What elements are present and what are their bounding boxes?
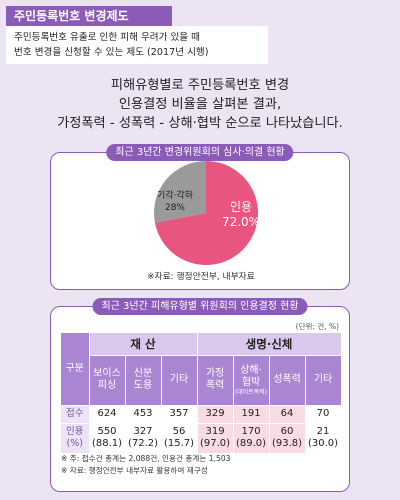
table-column-header: 가정 폭력 <box>197 355 234 406</box>
table-panel: 최근 3년간 피해유형별 위원회의 인용결정 현황 (단위: 건, %) 구분 재… <box>50 298 350 492</box>
pie-value-approved: 72.0% <box>222 215 260 229</box>
table-cell: 64 <box>269 405 306 424</box>
table-column-header: 신분 도용 <box>125 355 162 406</box>
pie-source: ※자료: 행정안전부, 내부자료 <box>147 272 255 282</box>
table-cell: 624 <box>89 405 126 424</box>
table-row: 접수 624 453 357 329 191 64 70 <box>61 405 342 424</box>
table-cell: 357 <box>161 405 198 424</box>
table-column-header: 성폭력 <box>269 355 306 406</box>
pie-slice-rejected <box>154 161 206 223</box>
table-row-label: 접수 <box>61 405 90 424</box>
table-cell: 56 (15.7) <box>161 423 198 454</box>
table-column-header: 기타 <box>305 355 342 406</box>
headline: 피해유형별로 주민등록번호 변경 인용결정 비율을 살펴본 결과, 가정폭력 -… <box>0 76 400 133</box>
table-note-2: ※ 자료: 행정안전부 내부자료 활용하여 재구성 <box>61 466 208 475</box>
table-cell: 550 (88.1) <box>89 423 126 454</box>
table-column-subheader: (데이트폭력) <box>234 388 268 396</box>
pie-slice-approved <box>154 161 258 265</box>
table-cell: 191 <box>233 405 270 424</box>
table-column-header: 상해· 협박 (데이트폭력) <box>233 355 270 406</box>
table-column-header: 보이스 피싱 <box>89 355 126 406</box>
headline-line1: 피해유형별로 주민등록번호 변경 <box>110 78 290 93</box>
pie-panel: 최근 3년간 변경위원회의 심사·의결 현황 인용 72.0% 기각·각하 28% ※… <box>50 144 350 290</box>
table-panel-title: 최근 3년간 피해유형별 위원회의 인용결정 현황 <box>92 298 308 315</box>
pie-value-rejected: 28% <box>165 203 185 213</box>
pie-panel-title: 최근 3년간 변경위원회의 심사·의결 현황 <box>106 144 294 161</box>
table-cell: 453 <box>125 405 162 424</box>
table-cell: 329 <box>197 405 234 424</box>
headline-line3: 가정폭력 - 성폭력 - 상해·협박 순으로 나타났습니다. <box>57 116 343 131</box>
table-notes: ※ 주: 접수건 총계는 2,088건, 인용건 총계는 1,503 ※ 자료:… <box>61 453 231 477</box>
header-tag: 주민등록번호 변경제도 <box>6 6 172 26</box>
table-group-header: 재 산 <box>89 333 198 356</box>
table-note-1: ※ 주: 접수건 총계는 2,088건, 인용건 총계는 1,503 <box>61 454 231 463</box>
pie-label-approved: 인용 <box>230 200 252 214</box>
damage-type-table: 구분 재 산 생명·신체 보이스 피싱 신분 도용 기타 가정 폭력 상해· 협박 (데이트폭력) 성폭력… <box>61 333 342 454</box>
table-cell: 319 (97.0) <box>197 423 234 454</box>
table-cell: 60 (93.8) <box>269 423 306 454</box>
table-column-header: 기타 <box>161 355 198 406</box>
table-group-header: 생명·신체 <box>197 333 342 356</box>
headline-line2: 인용결정 비율을 살펴본 결과, <box>118 97 282 112</box>
table-unit: (단위: 건, %) <box>295 322 339 331</box>
table-row-label: 인용 (%) <box>61 423 90 454</box>
table-cell: 327 (72.2) <box>125 423 162 454</box>
table-cell: 170 (89.0) <box>233 423 270 454</box>
table-cell: 70 <box>305 405 342 424</box>
pie-label-rejected: 기각·각하 <box>157 189 194 201</box>
table-cell: 21 (30.0) <box>305 423 342 454</box>
header-desc-line1: 주민등록번호 유출로 인한 피해 우려가 있을 때 <box>14 32 200 43</box>
table-row: 인용 (%) 550 (88.1) 327 (72.2) 56 (15.7) 319 (97.0)… <box>61 423 342 454</box>
header-description: 주민등록번호 유출로 인한 피해 우려가 있을 때 번호 변경을 신청할 수 있… <box>6 26 268 64</box>
header-desc-line2: 번호 변경을 신청할 수 있는 제도 (2017년 시행) <box>14 47 209 58</box>
table-row-header: 구분 <box>61 333 90 406</box>
